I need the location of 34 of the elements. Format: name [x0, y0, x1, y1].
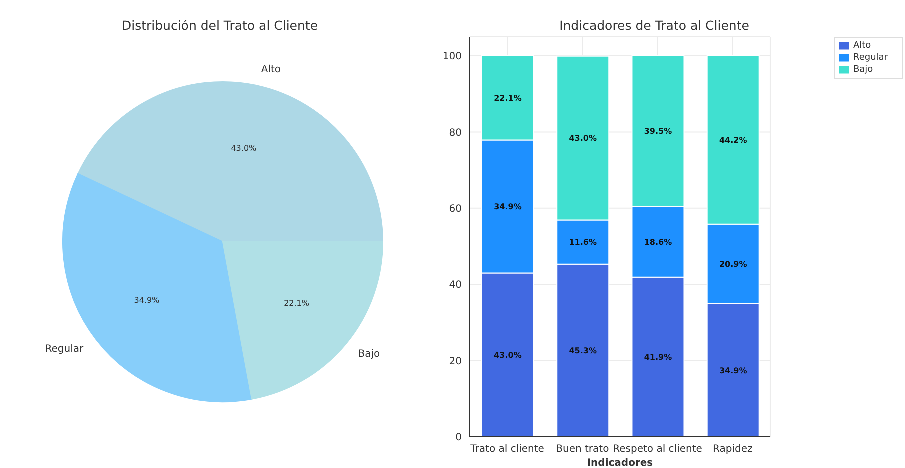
x-axis-title: Indicadores [587, 458, 654, 468]
chart-title: Indicadores de Trato al Cliente [558, 18, 750, 34]
data-label: 44.2% [719, 136, 748, 146]
data-label: 43.0% [569, 134, 597, 144]
slice-label: Alto [261, 64, 282, 76]
data-label: 45.3% [569, 346, 597, 356]
data-label: 34.9% [134, 296, 160, 306]
data-label: 11.6% [569, 238, 597, 248]
y-tick-label: 0 [456, 432, 462, 444]
slice-label: Bajo [358, 349, 380, 360]
x-tick-label: Rapidez [713, 444, 753, 456]
data-label: 34.9% [494, 202, 522, 212]
data-label: 18.6% [644, 238, 672, 247]
y-tick-label: 40 [449, 280, 462, 292]
data-label: 22.1% [284, 298, 310, 308]
data-label: 41.9% [644, 353, 672, 362]
data-label: 20.9% [719, 260, 748, 270]
legend-label: Bajo [853, 65, 874, 75]
data-label: 22.1% [494, 94, 522, 103]
data-label: 43.0% [231, 144, 258, 153]
legend-label: Alto [853, 41, 872, 51]
data-label: 43.0% [494, 350, 522, 360]
chart-title: Distribución del Trato al Cliente [120, 18, 320, 34]
x-tick-label: Respeto al cliente [613, 444, 702, 456]
x-tick-label: Trato al cliente [470, 444, 544, 456]
y-tick-label: 100 [442, 52, 462, 63]
y-tick-label: 80 [449, 128, 462, 139]
y-tick-label: 60 [449, 204, 462, 215]
x-tick-label: Buen trato [556, 444, 610, 456]
data-label: 34.9% [719, 366, 748, 376]
data-label: 39.5% [644, 127, 672, 136]
slice-label: Regular [45, 344, 84, 355]
y-tick-label: 20 [449, 356, 462, 368]
legend-label: Regular [853, 53, 888, 63]
